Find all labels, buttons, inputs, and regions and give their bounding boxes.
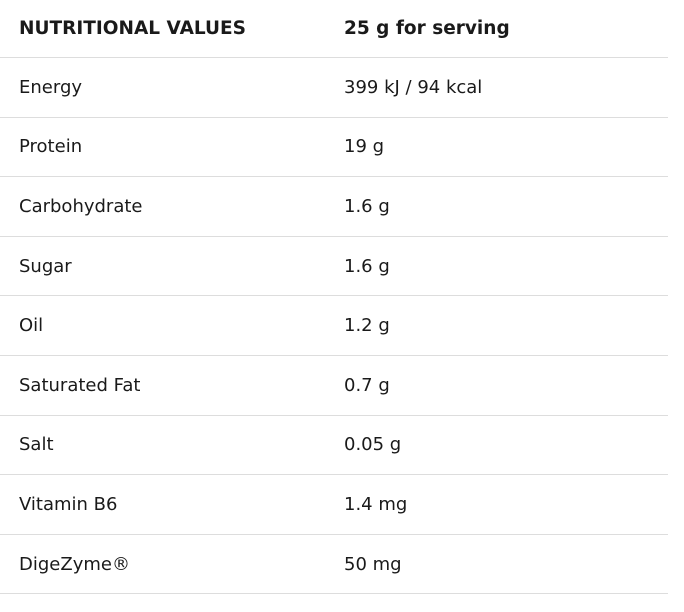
header-nutrient-label: NUTRITIONAL VALUES	[19, 18, 247, 39]
nutrient-name: Oil	[19, 315, 44, 337]
nutrient-value: 1.2 g	[344, 315, 390, 337]
nutrient-name: Saturated Fat	[19, 374, 141, 396]
nutrient-name: Salt	[19, 434, 54, 456]
table-row: Carbohydrate 1.6 g	[0, 177, 668, 237]
nutrition-table: NUTRITIONAL VALUES 25 g for serving Ener…	[0, 0, 668, 595]
nutrient-name: Protein	[19, 136, 83, 158]
nutrient-value: 0.7 g	[344, 374, 390, 396]
nutrient-value: 1.6 g	[344, 195, 390, 217]
table-row: Energy 399 kJ / 94 kcal	[0, 58, 668, 118]
table-row: Salt 0.05 g	[0, 416, 668, 476]
table-row: Vitamin B6 1.4 mg	[0, 475, 668, 535]
nutrient-name: Energy	[19, 76, 83, 98]
nutrient-name: Vitamin B6	[19, 493, 118, 515]
nutrient-value: 399 kJ / 94 kcal	[344, 76, 483, 98]
table-row: DigeZyme® 50 mg	[0, 535, 668, 595]
header-serving-label: 25 g for serving	[344, 18, 510, 39]
table-row: Protein 19 g	[0, 118, 668, 178]
nutrient-value: 50 mg	[344, 553, 402, 575]
nutrient-name: Sugar	[19, 255, 72, 277]
nutrient-name: DigeZyme®	[19, 553, 130, 575]
table-header-row: NUTRITIONAL VALUES 25 g for serving	[0, 0, 668, 58]
table-row: Oil 1.2 g	[0, 296, 668, 356]
nutrient-value: 19 g	[344, 136, 385, 158]
nutrient-value: 1.4 mg	[344, 493, 408, 515]
nutrient-value: 0.05 g	[344, 434, 402, 456]
nutrient-value: 1.6 g	[344, 255, 390, 277]
table-row: Saturated Fat 0.7 g	[0, 356, 668, 416]
nutrient-name: Carbohydrate	[19, 195, 143, 217]
table-row: Sugar 1.6 g	[0, 237, 668, 297]
